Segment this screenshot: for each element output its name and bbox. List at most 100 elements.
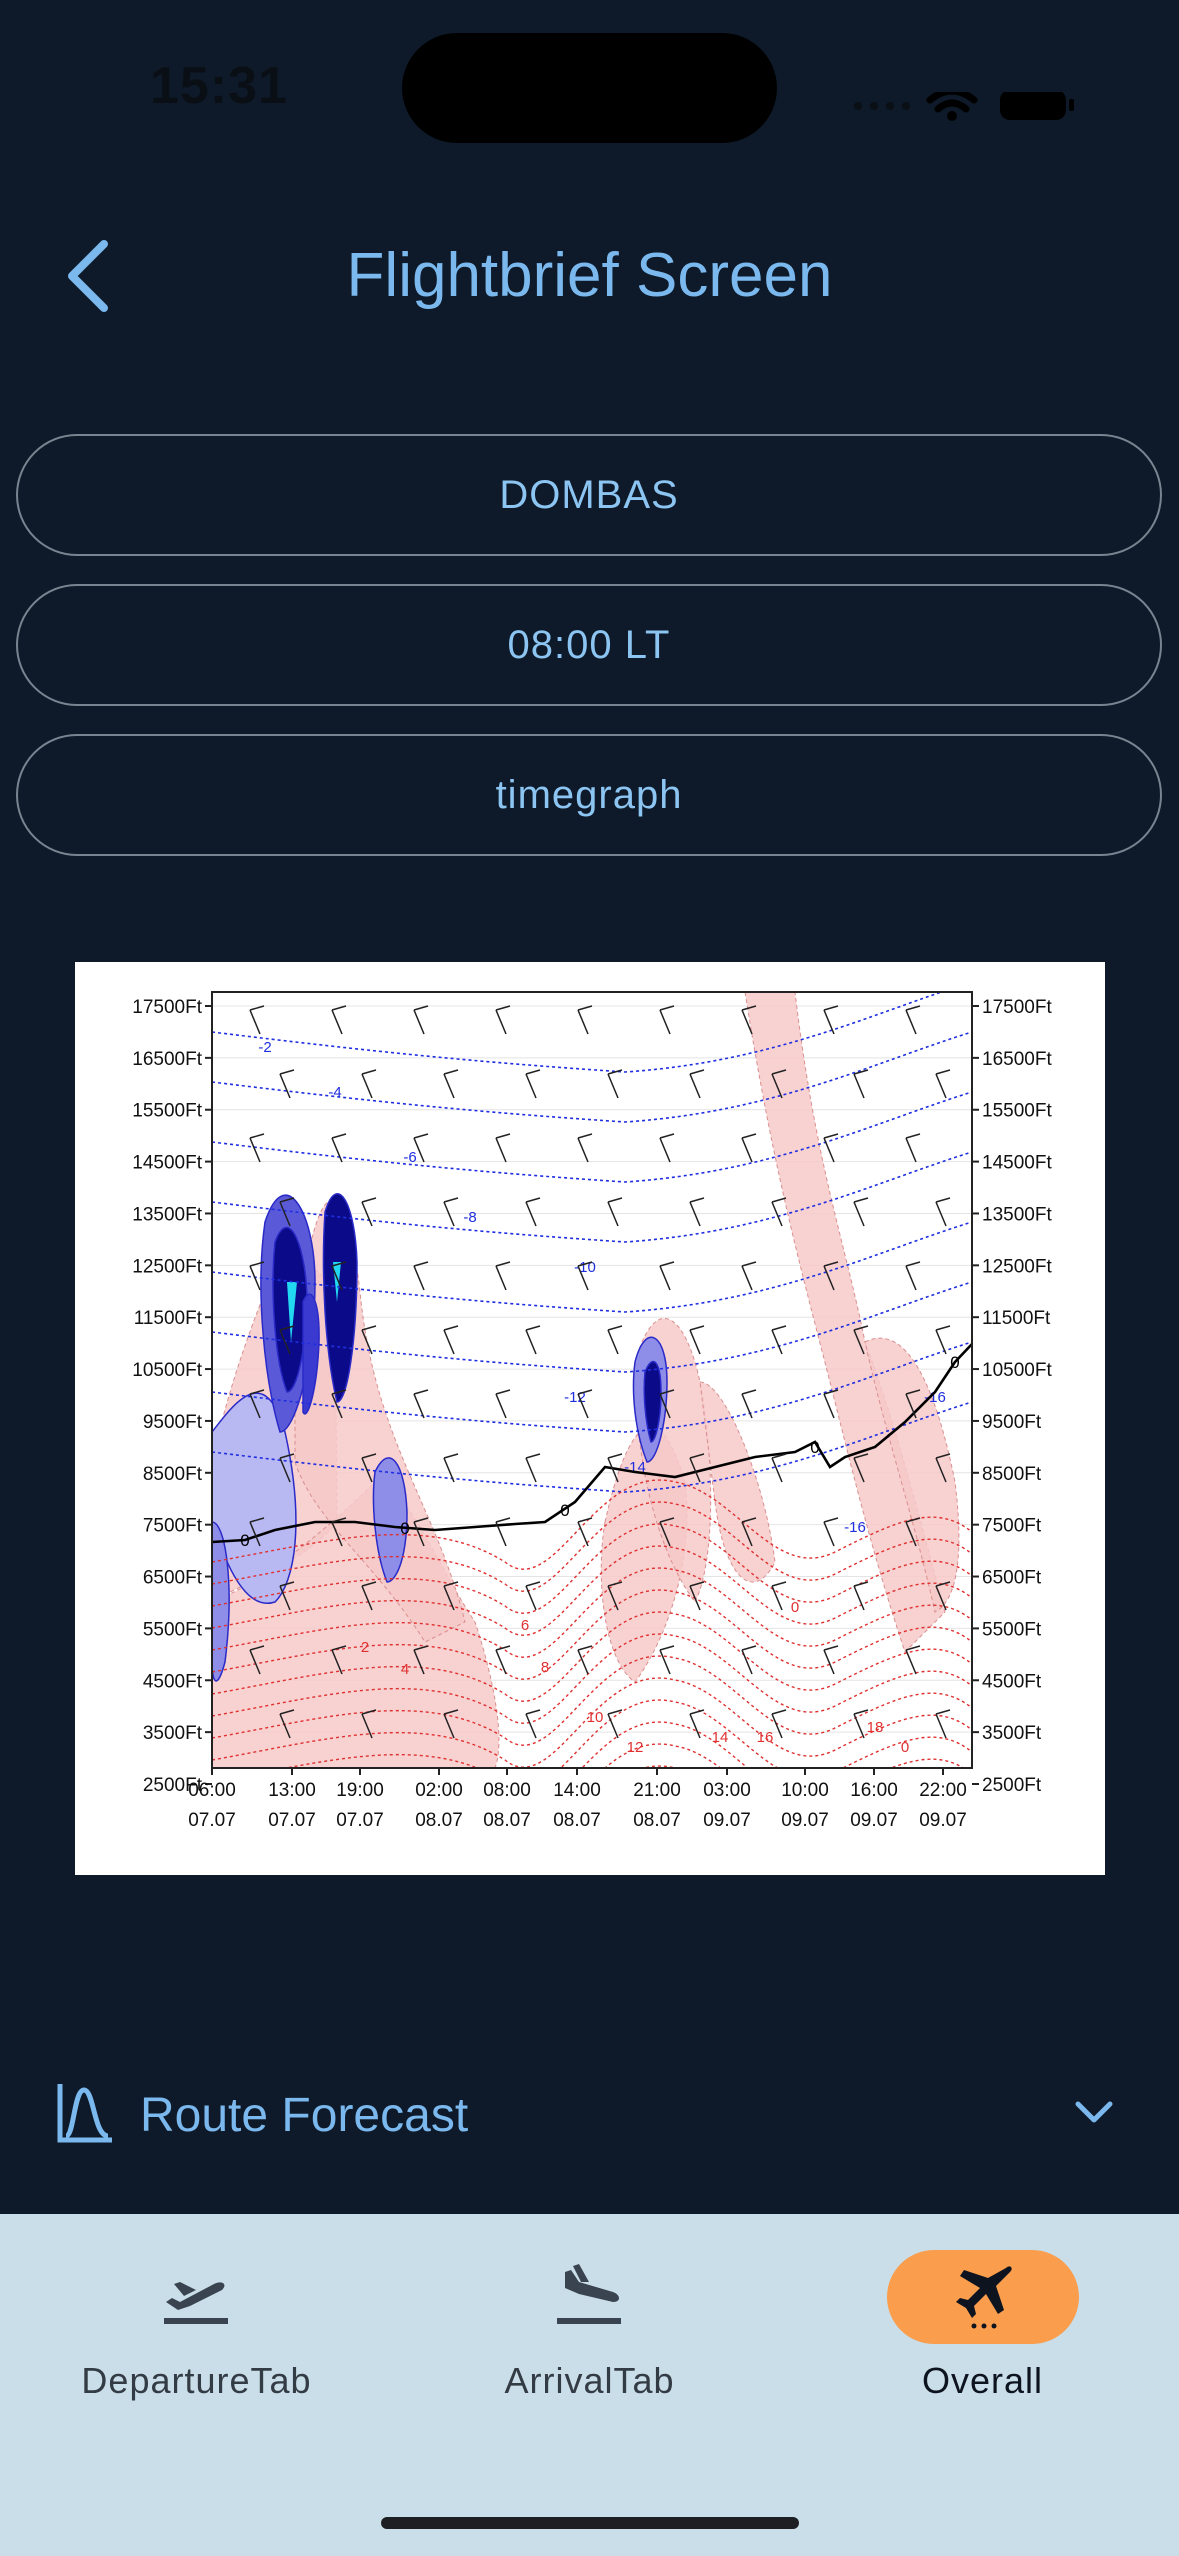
x-tick-date: 09.07 bbox=[703, 1810, 751, 1831]
wind-barb bbox=[935, 1581, 951, 1611]
wind-barb bbox=[659, 1389, 675, 1419]
wind-barb bbox=[443, 1069, 459, 1099]
plot-frame bbox=[211, 991, 973, 1769]
wind-barb bbox=[853, 1709, 869, 1739]
wind-barb bbox=[577, 1389, 593, 1419]
wind-barb bbox=[659, 1261, 675, 1291]
status-time: 15:31 bbox=[150, 57, 288, 115]
contour-label: -4 bbox=[328, 1084, 341, 1101]
wind-barb bbox=[331, 1005, 347, 1035]
wind-barb bbox=[443, 1325, 459, 1355]
x-tick-date: 09.07 bbox=[850, 1810, 898, 1831]
icing-region bbox=[643, 1360, 662, 1443]
y-tick-label-left: 5500Ft bbox=[143, 1619, 203, 1640]
x-tick-date: 09.07 bbox=[919, 1810, 967, 1831]
wind-barb bbox=[853, 1453, 869, 1483]
wind-barb bbox=[413, 1645, 429, 1675]
tab-arrival[interactable]: ArrivalTab bbox=[393, 2214, 786, 2414]
x-tick-time: 06:00 bbox=[188, 1780, 236, 1801]
wind-barb bbox=[823, 1517, 839, 1547]
x-tick-date: 07.07 bbox=[268, 1810, 316, 1831]
contour-label: 8 bbox=[541, 1659, 549, 1676]
wind-barb bbox=[525, 1709, 541, 1739]
wind-barb bbox=[823, 1261, 839, 1291]
y-tick-label-left: 17500Ft bbox=[132, 997, 202, 1018]
contour-label: 10 bbox=[587, 1709, 604, 1726]
icing-core bbox=[287, 1282, 297, 1342]
wind-barb bbox=[823, 1133, 839, 1163]
time-select-button[interactable]: 08:00 LT bbox=[16, 584, 1162, 706]
y-tick-label-left: 13500Ft bbox=[132, 1204, 202, 1225]
y-tick-label-left: 14500Ft bbox=[132, 1153, 202, 1174]
wind-barb bbox=[823, 1645, 839, 1675]
contour-label: 12 bbox=[627, 1739, 644, 1756]
wind-barb bbox=[413, 1517, 429, 1547]
wind-barb bbox=[935, 1069, 951, 1099]
tab-bar: DepartureTab ArrivalTab Overall bbox=[0, 2214, 1179, 2556]
wind-barb bbox=[249, 1389, 265, 1419]
contour-label: -8 bbox=[463, 1209, 476, 1226]
wind-barb bbox=[607, 1453, 623, 1483]
contour-label: 0 bbox=[791, 1599, 799, 1616]
x-tick-date: 08.07 bbox=[483, 1810, 531, 1831]
contour-label: 2 bbox=[361, 1639, 369, 1656]
tab-departure[interactable]: DepartureTab bbox=[0, 2214, 393, 2414]
status-icons bbox=[854, 92, 1074, 121]
cellular-signal-icon bbox=[854, 102, 910, 110]
freezing-level-label: 0 bbox=[950, 1353, 959, 1372]
view-label: timegraph bbox=[495, 772, 683, 817]
wind-barb bbox=[771, 1197, 787, 1227]
tab-overall[interactable]: Overall bbox=[786, 2214, 1179, 2414]
wind-barb bbox=[741, 1645, 757, 1675]
wind-barb bbox=[935, 1325, 951, 1355]
wind-barb bbox=[659, 1133, 675, 1163]
route-forecast-row[interactable]: Route Forecast bbox=[56, 2080, 1116, 2150]
contour-label: 4 bbox=[401, 1661, 409, 1678]
route-graph-icon bbox=[57, 2084, 112, 2143]
back-chevron-icon[interactable] bbox=[58, 236, 118, 316]
wind-barb bbox=[853, 1581, 869, 1611]
wind-barb bbox=[279, 1197, 295, 1227]
location-label: DOMBAS bbox=[499, 472, 679, 517]
chevron-down-icon[interactable] bbox=[1074, 2098, 1114, 2128]
location-select-button[interactable]: DOMBAS bbox=[16, 434, 1162, 556]
contour-label: 0 bbox=[901, 1739, 909, 1756]
x-tick-date: 07.07 bbox=[188, 1810, 236, 1831]
y-tick-label-right: 3500Ft bbox=[982, 1723, 1042, 1744]
y-tick-label-right: 13500Ft bbox=[982, 1204, 1052, 1225]
x-tick-time: 02:00 bbox=[415, 1780, 463, 1801]
wind-barb bbox=[249, 1517, 265, 1547]
tab-overall-label: Overall bbox=[921, 2360, 1044, 2401]
y-tick-label-left: 12500Ft bbox=[132, 1256, 202, 1277]
wind-barb bbox=[361, 1453, 377, 1483]
wind-barb bbox=[249, 1645, 265, 1675]
humidity-region bbox=[864, 1337, 960, 1613]
wind-barb bbox=[525, 1581, 541, 1611]
wind-barb bbox=[741, 1389, 757, 1419]
x-tick-time: 19:00 bbox=[336, 1780, 384, 1801]
wind-barb bbox=[577, 1005, 593, 1035]
contour-label: 16 bbox=[757, 1729, 774, 1746]
wind-barb bbox=[823, 1005, 839, 1035]
wind-barb bbox=[495, 1005, 511, 1035]
contour-label: 6 bbox=[521, 1617, 529, 1634]
wind-barb bbox=[331, 1645, 347, 1675]
wind-barb bbox=[361, 1325, 377, 1355]
y-tick-label-left: 15500Ft bbox=[132, 1101, 202, 1122]
wifi-icon bbox=[926, 92, 978, 113]
wind-barb bbox=[361, 1709, 377, 1739]
freezing-level-label: 0 bbox=[240, 1531, 249, 1550]
tab-departure-label: DepartureTab bbox=[81, 2360, 312, 2401]
view-select-button[interactable]: timegraph bbox=[16, 734, 1162, 856]
wind-barb bbox=[659, 1645, 675, 1675]
y-tick-label-right: 2500Ft bbox=[982, 1775, 1042, 1796]
wind-barb bbox=[413, 1389, 429, 1419]
wind-barb bbox=[249, 1133, 265, 1163]
y-tick-label-left: 10500Ft bbox=[132, 1360, 202, 1381]
wind-barb bbox=[443, 1197, 459, 1227]
timegraph-chart: -16 -14 -12 -10 -8 -6 -4 -2 -16 0 2 4 6 8 10 12 14 16 18 0 0… bbox=[75, 962, 1105, 1875]
y-tick-label-right: 15500Ft bbox=[982, 1101, 1052, 1122]
icing-region bbox=[212, 1521, 230, 1682]
wind-barb bbox=[659, 1517, 675, 1547]
